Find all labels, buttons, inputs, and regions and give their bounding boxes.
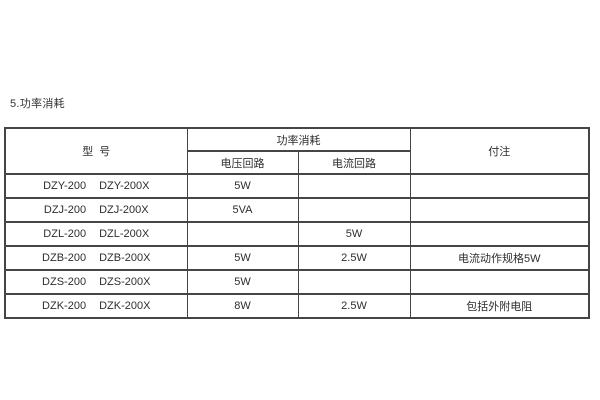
current-cell [297, 197, 411, 223]
model-name-x: DZY-200X [99, 180, 150, 192]
voltage-cell: 5W [186, 245, 299, 271]
table-row: DZS-200 DZS-200X 5W [4, 269, 590, 295]
note-cell [409, 173, 590, 199]
model-cell: DZJ-200 DZJ-200X [4, 197, 188, 223]
model-name: DZS-200 [42, 276, 87, 288]
current-cell: 5W [297, 221, 411, 247]
table-row: DZK-200 DZK-200X 8W 2.5W 包括外附电阻 [4, 293, 590, 319]
model-pair: DZL-200 DZL-200X [43, 228, 149, 240]
current-cell [297, 173, 411, 199]
table-row: DZB-200 DZB-200X 5W 2.5W 电流动作规格5W [4, 245, 590, 271]
model-cell: DZL-200 DZL-200X [4, 221, 188, 247]
col-header-model: 型 号 [4, 127, 188, 175]
model-name-x: DZB-200X [99, 252, 151, 264]
current-cell: 2.5W [297, 245, 411, 271]
col-header-power-group: 功率消耗 [186, 127, 411, 152]
model-pair: DZS-200 DZS-200X [42, 276, 150, 288]
current-cell [297, 269, 411, 295]
model-name: DZL-200 [43, 228, 87, 240]
model-pair: DZB-200 DZB-200X [42, 252, 150, 264]
model-pair: DZY-200 DZY-200X [43, 180, 149, 192]
model-cell: DZB-200 DZB-200X [4, 245, 188, 271]
voltage-cell: 5W [186, 173, 299, 199]
table-body: DZY-200 DZY-200X 5W DZJ-200 DZJ-200X 5VA DZL-2… [4, 173, 590, 319]
model-cell: DZY-200 DZY-200X [4, 173, 188, 199]
model-pair: DZK-200 DZK-200X [42, 300, 150, 312]
voltage-cell: 5VA [186, 197, 299, 223]
note-cell [409, 269, 590, 295]
table-row: DZY-200 DZY-200X 5W [4, 173, 590, 199]
col-header-current-circuit: 电流回路 [297, 150, 411, 175]
table-row: DZJ-200 DZJ-200X 5VA [4, 197, 590, 223]
model-name-x: DZK-200X [99, 300, 151, 312]
col-header-voltage-circuit: 电压回路 [186, 150, 299, 175]
model-name-x: DZL-200X [99, 228, 150, 240]
model-name: DZK-200 [42, 300, 87, 312]
header-row-top: 型 号 功率消耗 付注 [4, 127, 590, 175]
model-name-x: DZS-200X [99, 276, 151, 288]
note-cell: 电流动作规格5W [409, 245, 590, 271]
table-row: DZL-200 DZL-200X 5W [4, 221, 590, 247]
model-cell: DZS-200 DZS-200X [4, 269, 188, 295]
model-pair: DZJ-200 DZJ-200X [44, 204, 149, 216]
model-name: DZJ-200 [43, 204, 87, 216]
note-cell [409, 197, 590, 223]
model-name: DZB-200 [42, 252, 87, 264]
section-title: 5.功率消耗 [10, 98, 65, 110]
voltage-cell: 5W [186, 269, 299, 295]
model-name: DZY-200 [43, 180, 87, 192]
col-header-notes: 付注 [409, 127, 590, 175]
voltage-cell: 8W [186, 293, 299, 319]
header-row-sub: 电压回路 电流回路 [5, 150, 589, 175]
table-header: 型 号 功率消耗 付注 电压回路 电流回路 [4, 127, 590, 175]
current-cell: 2.5W [297, 293, 411, 319]
power-consumption-table: 型 号 功率消耗 付注 电压回路 电流回路 DZY-200 DZY-200X 5W D… [4, 127, 590, 319]
voltage-cell [186, 221, 299, 247]
model-name-x: DZJ-200X [99, 204, 149, 216]
note-cell: 包括外附电阻 [409, 293, 590, 319]
note-cell [409, 221, 590, 247]
model-cell: DZK-200 DZK-200X [4, 293, 188, 319]
